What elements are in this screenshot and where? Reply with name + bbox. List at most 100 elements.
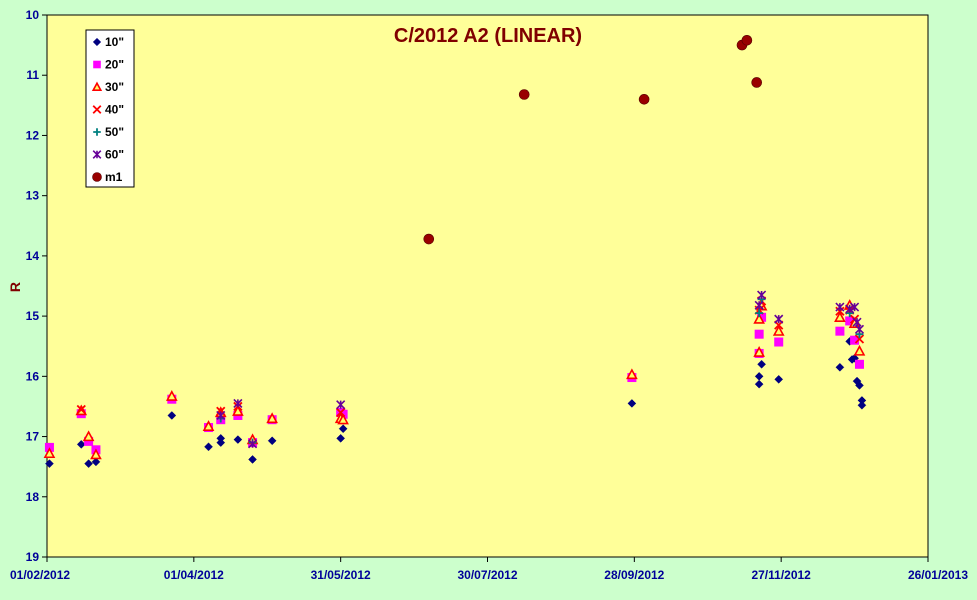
legend-marker: [93, 60, 101, 69]
data-point: [202, 420, 215, 431]
y-tick-label: 19: [26, 550, 40, 564]
y-tick-label: 12: [26, 128, 40, 142]
data-point: [82, 430, 95, 442]
legend-label: 20": [105, 58, 124, 72]
data-point: [850, 335, 860, 345]
data-point: [336, 407, 346, 418]
data-point: [267, 436, 277, 446]
data-point: [835, 302, 845, 312]
legend-label: 50": [105, 125, 124, 139]
data-point: [854, 334, 865, 344]
x-tick-label: 01/02/2012: [10, 568, 70, 582]
legend-marker: [91, 81, 103, 92]
y-tick-label: 14: [26, 249, 40, 263]
data-point: [167, 411, 177, 420]
legend-marker: [92, 105, 102, 114]
y-tick-label: 15: [26, 309, 40, 323]
data-point: [337, 413, 349, 425]
data-point: [43, 447, 56, 459]
data-point: [741, 34, 753, 46]
data-point: [774, 337, 784, 347]
data-point: [266, 412, 278, 424]
legend-label: 60": [105, 148, 124, 162]
data-point: [423, 233, 435, 245]
data-point: [90, 448, 102, 460]
y-tick-label: 16: [26, 369, 40, 383]
data-point: [855, 381, 864, 390]
data-point: [518, 89, 530, 100]
data-point: [248, 455, 257, 464]
data-point: [852, 317, 862, 327]
y-axis-label: R: [7, 282, 23, 292]
legend-box: [85, 29, 135, 188]
data-point: [233, 435, 243, 444]
data-point: [774, 374, 784, 384]
legend-label: m1: [105, 170, 123, 184]
data-point: [854, 359, 864, 369]
axes: 10 11 12 13 14 15 16 17 18 19 01/02/2012 01/04/2012…: [10, 8, 968, 582]
data-marks: [43, 34, 867, 469]
legend: 10" 20" 30" 40" 50" 60" m1: [85, 29, 135, 188]
data-point: [627, 399, 637, 408]
data-point: [232, 405, 244, 416]
data-point: [845, 304, 855, 314]
data-point: [753, 312, 765, 324]
data-point: [638, 94, 650, 105]
data-point: [233, 398, 243, 408]
plot-area: [46, 14, 929, 558]
x-tick-label: 26/01/2013: [908, 568, 968, 582]
data-point: [753, 346, 765, 357]
y-tick-label: 13: [26, 189, 40, 203]
data-point: [834, 311, 846, 322]
data-point: [853, 344, 866, 356]
legend-label: 10": [105, 35, 124, 49]
data-point: [845, 316, 855, 326]
data-point: [76, 404, 86, 415]
data-point: [754, 300, 764, 310]
data-point: [757, 290, 767, 300]
data-point: [45, 459, 54, 469]
data-point: [84, 436, 94, 446]
series-5: [216, 290, 865, 449]
legend-label: 40": [105, 103, 124, 117]
data-point: [165, 390, 178, 401]
legend-marker: [92, 37, 102, 47]
data-point: [91, 457, 101, 467]
legend-label: 30": [105, 80, 124, 94]
data-point: [204, 442, 213, 452]
data-point: [835, 362, 845, 372]
data-point: [757, 312, 767, 322]
data-point: [772, 324, 785, 336]
data-point: [857, 400, 867, 410]
data-point: [248, 439, 258, 449]
data-point: [626, 368, 638, 380]
data-point: [336, 400, 346, 410]
legend-marker: [92, 150, 102, 159]
data-point: [850, 302, 860, 312]
x-tick-label: 27/11/2012: [751, 568, 811, 582]
legend-marker: [92, 172, 102, 182]
x-tick-label: 01/04/2012: [164, 568, 224, 582]
data-point: [835, 326, 845, 336]
data-point: [336, 434, 346, 443]
data-point: [751, 77, 762, 88]
series-0: [45, 337, 867, 469]
data-point: [755, 309, 764, 318]
series-6: [423, 34, 762, 245]
data-point: [338, 424, 348, 434]
y-tick-label: 10: [26, 8, 40, 22]
data-point: [854, 324, 865, 334]
x-tick-label: 31/05/2012: [311, 568, 371, 582]
y-tick-label: 18: [26, 490, 40, 504]
data-point: [216, 410, 226, 421]
x-tick-label: 28/09/2012: [604, 568, 664, 582]
data-point: [754, 329, 764, 339]
data-point: [757, 359, 766, 369]
data-point: [754, 379, 764, 389]
data-point: [76, 440, 86, 449]
x-tick-label: 30/07/2012: [457, 568, 517, 582]
legend-marker: [93, 128, 101, 136]
y-tick-label: 11: [26, 68, 39, 82]
